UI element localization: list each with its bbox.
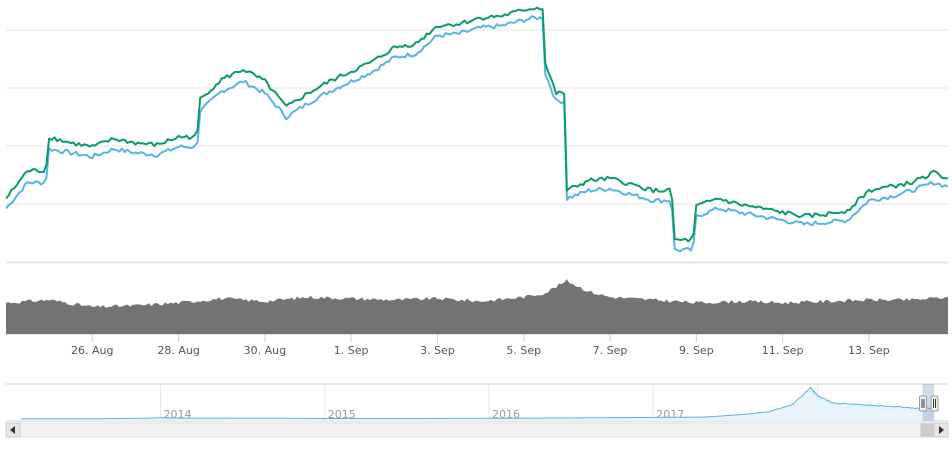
volume-area bbox=[6, 279, 948, 334]
navigator-area bbox=[21, 387, 934, 421]
scrollbar-right-button[interactable] bbox=[933, 422, 949, 438]
arrow-right-icon bbox=[939, 426, 944, 434]
navigator[interactable]: 20142015201620172018 bbox=[6, 383, 948, 422]
scrollbar-track[interactable] bbox=[5, 422, 949, 438]
x-tick-label: 1. Sep bbox=[334, 344, 369, 357]
arrow-left-icon bbox=[10, 426, 15, 434]
navigator-line bbox=[21, 386, 935, 420]
scrollbar-left-button[interactable] bbox=[5, 422, 21, 438]
handle-grip[interactable] bbox=[919, 395, 928, 412]
x-tick-label: 9. Sep bbox=[679, 344, 714, 357]
x-tick-label: 28. Aug bbox=[157, 344, 199, 357]
volume-layer bbox=[6, 279, 948, 334]
x-tick-label: 26. Aug bbox=[71, 344, 113, 357]
x-tick-label: 11. Sep bbox=[762, 344, 804, 357]
navigator-handle-left[interactable] bbox=[919, 395, 928, 412]
x-tick-label: 30. Aug bbox=[244, 344, 286, 357]
series-layer bbox=[5, 6, 949, 253]
x-tick-label: 13. Sep bbox=[848, 344, 890, 357]
x-tick-label: 7. Sep bbox=[593, 344, 628, 357]
handle-grip[interactable] bbox=[930, 395, 939, 412]
x-tick-label: 3. Sep bbox=[420, 344, 455, 357]
x-tick-label: 5. Sep bbox=[506, 344, 541, 357]
x-axis: 26. Aug 28. Aug 30. Aug 1. Sep 3. Sep 5. Sep 7… bbox=[71, 334, 890, 357]
price-series-line bbox=[5, 15, 949, 253]
scrollbar-thumb[interactable] bbox=[920, 423, 934, 437]
price-series-line bbox=[5, 6, 949, 243]
navigator-year-label: 2015 bbox=[328, 408, 356, 421]
navigator-selection[interactable] bbox=[922, 384, 934, 421]
navigator-handle-right[interactable] bbox=[930, 395, 939, 412]
scrollbar[interactable] bbox=[5, 422, 949, 438]
grid-layer bbox=[6, 29, 948, 335]
